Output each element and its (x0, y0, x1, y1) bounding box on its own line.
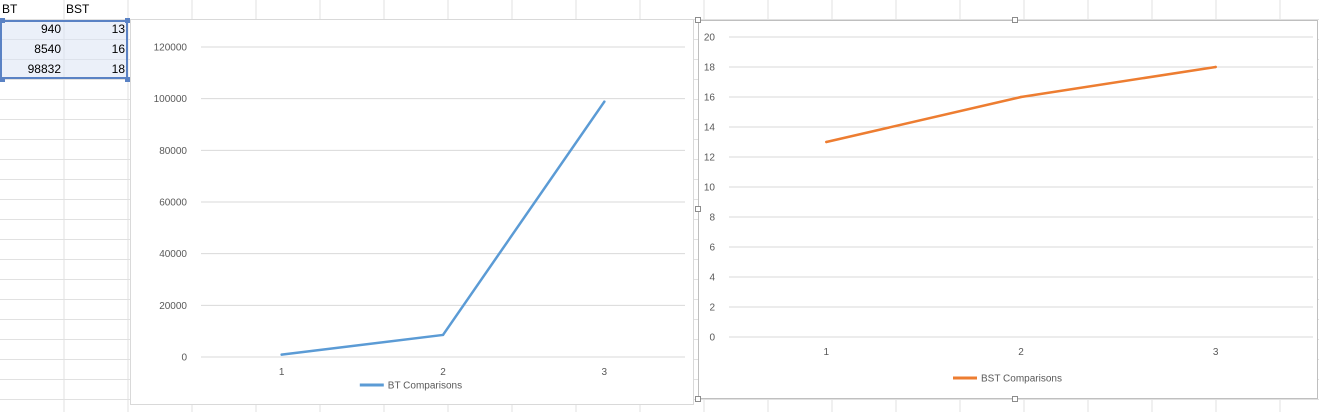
chart-resize-handle-middle-left[interactable] (695, 206, 701, 212)
bst-y-tick-label: 14 (704, 123, 716, 134)
cell-bt-row-2[interactable]: 8540 (34, 42, 61, 56)
chart-resize-handle-bottom-center[interactable] (1012, 396, 1018, 402)
bst-x-tick-label: 1 (824, 347, 830, 358)
bt-y-tick-label: 120000 (154, 43, 188, 54)
bst-comparisons-chart[interactable]: 0 2 4 6 8 10 12 14 16 18 20 1 2 3 BST Comparisons (698, 20, 1318, 399)
bst-y-tick-label: 4 (709, 273, 715, 284)
bt-x-tick-label: 2 (440, 367, 446, 378)
chart-resize-handle-top-left[interactable] (695, 17, 701, 23)
bst-y-tick-label: 16 (704, 93, 716, 104)
bst-y-tick-label: 12 (704, 153, 716, 164)
bst-legend-label: BST Comparisons (981, 374, 1062, 385)
bt-y-tick-label: 60000 (159, 198, 187, 209)
bst-y-tick-label: 0 (709, 333, 715, 344)
selection-handle-bottom-right[interactable] (125, 77, 130, 82)
chart-resize-handle-bottom-left[interactable] (695, 396, 701, 402)
bt-data-point (603, 100, 606, 103)
bt-y-tick-label: 20000 (159, 301, 187, 312)
bt-y-tick-label: 0 (181, 353, 187, 364)
bst-y-tick-label: 20 (704, 33, 716, 44)
column-header-bst[interactable]: BST (66, 2, 90, 16)
cell-bst-row-2[interactable]: 16 (111, 42, 125, 56)
chart-resize-handle-top-center[interactable] (1012, 17, 1018, 23)
bt-legend-label: BT Comparisons (388, 381, 462, 392)
bt-y-tick-label: 40000 (159, 249, 187, 260)
bt-series-line (280, 100, 606, 356)
bst-y-tick-label: 8 (709, 213, 715, 224)
bst-data-point (1214, 65, 1217, 69)
bst-series-line (825, 65, 1217, 144)
bst-x-tick-label: 2 (1018, 347, 1024, 358)
selection-handle-top-right[interactable] (125, 18, 130, 23)
bst-x-tick-label: 3 (1213, 347, 1219, 358)
bt-x-tick-label: 3 (602, 367, 608, 378)
bst-y-tick-label: 18 (704, 63, 716, 74)
cell-bt-row-3[interactable]: 98832 (27, 62, 61, 76)
column-header-bt[interactable]: BT (2, 2, 18, 16)
cell-bst-row-3[interactable]: 18 (111, 62, 125, 76)
cell-bst-row-1[interactable]: 13 (111, 22, 125, 36)
bst-y-tick-label: 2 (709, 303, 715, 314)
bt-y-tick-label: 100000 (154, 94, 188, 105)
selected-data-range[interactable] (0, 20, 128, 79)
bst-data-point (1019, 95, 1023, 99)
bt-y-tick-label: 80000 (159, 146, 187, 157)
bt-data-point (280, 353, 283, 356)
cell-bt-row-1[interactable]: 940 (40, 22, 61, 36)
bt-chart-plot: 0 20000 40000 60000 80000 100000 120000 1 2 3 BT C… (154, 43, 685, 392)
selection-handle-bottom-left[interactable] (0, 77, 5, 82)
bst-y-tick-label: 10 (704, 183, 716, 194)
bst-data-point (825, 140, 828, 144)
bst-y-tick-label: 6 (709, 243, 715, 254)
bt-data-point (441, 333, 445, 337)
selection-handle-top-left[interactable] (0, 18, 5, 23)
bt-comparisons-chart[interactable]: 0 20000 40000 60000 80000 100000 120000 1 2 3 BT C… (130, 19, 694, 405)
bt-x-tick-label: 1 (279, 367, 285, 378)
